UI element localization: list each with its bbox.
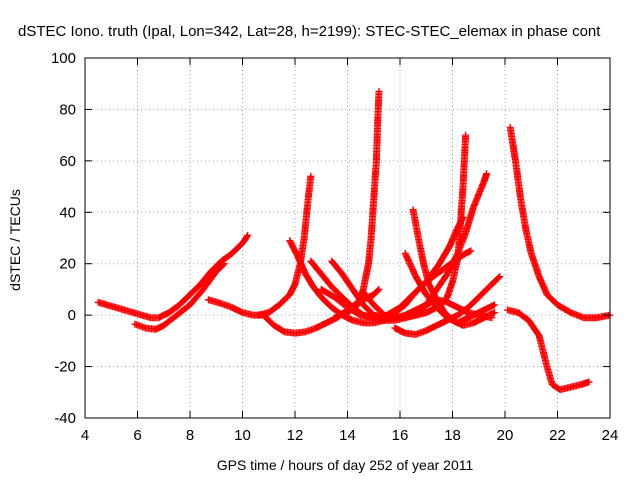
series-markers: [504, 306, 593, 394]
x-tick-label: 20: [497, 427, 514, 444]
series-markers: [254, 172, 315, 319]
series-pass-15: [504, 306, 593, 394]
y-tick-label: 40: [59, 204, 76, 221]
x-tick-label: 4: [81, 427, 89, 444]
y-tick-label: 20: [59, 256, 76, 273]
grid: [85, 58, 610, 418]
y-axis-label: dSTEC / TECUs: [7, 189, 23, 291]
x-tick-label: 22: [549, 427, 566, 444]
x-tick-label: 8: [186, 427, 194, 444]
x-tick-label: 6: [133, 427, 141, 444]
x-tick-label: 24: [602, 427, 619, 444]
series-pass-9: [333, 87, 383, 319]
y-tick-label: -20: [54, 359, 76, 376]
series-markers: [94, 231, 252, 322]
y-tick-label: 60: [59, 153, 76, 170]
x-tick-label: 10: [234, 427, 251, 444]
series-markers: [412, 170, 491, 319]
chart-title: dSTEC Iono. truth (Ipal, Lon=342, Lat=28…: [18, 23, 601, 40]
series-markers: [506, 123, 614, 322]
x-tick-label: 12: [287, 427, 304, 444]
x-tick-label: 16: [392, 427, 409, 444]
y-tick-label: 100: [51, 50, 76, 67]
axis-ticks: 4 6 8 10 12 14 16 18 20 22 24 -40 -20 0 20 40 60 80 100: [51, 50, 618, 444]
series-markers: [409, 206, 498, 329]
series-pass-2: [131, 260, 228, 333]
series-pass-14: [412, 170, 491, 319]
y-tick-label: -40: [54, 410, 76, 427]
series-pass-8: [317, 213, 467, 322]
x-tick-label: 14: [339, 427, 356, 444]
y-tick-label: 80: [59, 101, 76, 118]
series-markers: [131, 260, 228, 333]
series-pass-4: [254, 172, 315, 319]
series-pass-1: [94, 231, 252, 322]
series-pass-16: [506, 123, 614, 322]
x-tick-label: 18: [444, 427, 461, 444]
data-series: [94, 87, 614, 394]
series-pass-13: [409, 206, 498, 329]
series-markers: [333, 87, 383, 319]
series-markers: [317, 213, 467, 322]
x-axis-label: GPS time / hours of day 252 of year 2011: [217, 457, 474, 473]
y-tick-label: 0: [68, 307, 76, 324]
